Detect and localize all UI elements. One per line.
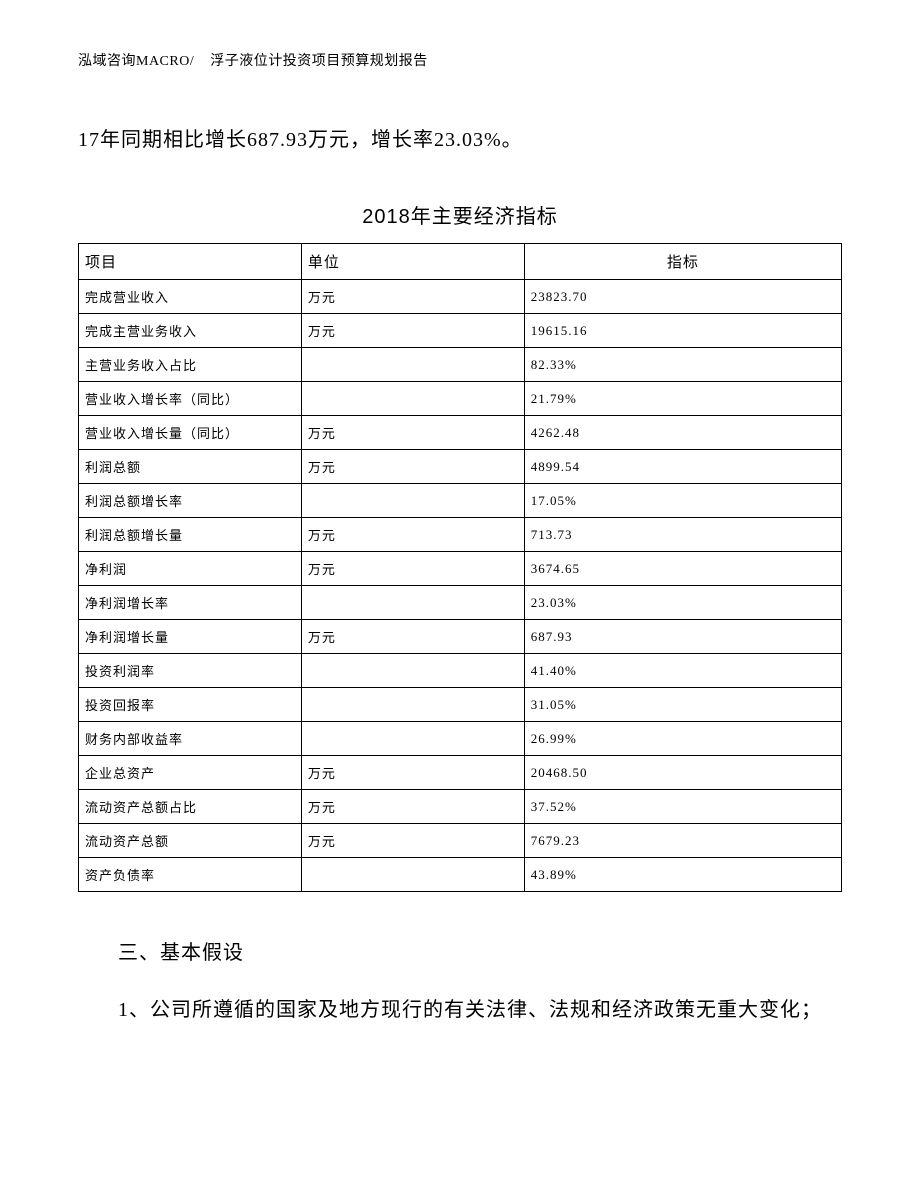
cell-item: 营业收入增长率（同比） <box>79 382 302 416</box>
table-header-row: 项目 单位 指标 <box>79 244 842 280</box>
col-header-item: 项目 <box>79 244 302 280</box>
table-title: 2018年主要经济指标 <box>78 200 842 229</box>
cell-unit: 万元 <box>301 790 524 824</box>
table-row: 净利润万元3674.65 <box>79 552 842 586</box>
cell-item: 利润总额增长量 <box>79 518 302 552</box>
table-row: 净利润增长量万元687.93 <box>79 620 842 654</box>
cell-value: 20468.50 <box>524 756 841 790</box>
table-row: 营业收入增长量（同比）万元4262.48 <box>79 416 842 450</box>
cell-unit <box>301 858 524 892</box>
cell-value: 82.33% <box>524 348 841 382</box>
cell-unit <box>301 382 524 416</box>
cell-value: 687.93 <box>524 620 841 654</box>
table-row: 投资利润率 41.40% <box>79 654 842 688</box>
cell-item: 完成营业收入 <box>79 280 302 314</box>
cell-value: 31.05% <box>524 688 841 722</box>
cell-unit: 万元 <box>301 518 524 552</box>
cell-item: 净利润 <box>79 552 302 586</box>
cell-item: 财务内部收益率 <box>79 722 302 756</box>
cell-item: 净利润增长量 <box>79 620 302 654</box>
cell-value: 41.40% <box>524 654 841 688</box>
document-page: 泓域咨询MACRO/ 浮子液位计投资项目预算规划报告 17年同期相比增长687.… <box>0 0 920 1033</box>
cell-value: 37.52% <box>524 790 841 824</box>
cell-unit: 万元 <box>301 756 524 790</box>
assumption-paragraph-1: 1、公司所遵循的国家及地方现行的有关法律、法规和经济政策无重大变化； <box>78 987 842 1033</box>
cell-unit <box>301 586 524 620</box>
col-header-unit: 单位 <box>301 244 524 280</box>
col-header-value: 指标 <box>524 244 841 280</box>
cell-item: 资产负债率 <box>79 858 302 892</box>
cell-unit <box>301 722 524 756</box>
table-row: 流动资产总额万元7679.23 <box>79 824 842 858</box>
table-row: 利润总额增长量万元713.73 <box>79 518 842 552</box>
top-paragraph: 17年同期相比增长687.93万元，增长率23.03%。 <box>78 120 842 160</box>
page-header: 泓域咨询MACRO/ 浮子液位计投资项目预算规划报告 <box>78 50 842 70</box>
cell-item: 主营业务收入占比 <box>79 348 302 382</box>
cell-unit <box>301 654 524 688</box>
table-row: 企业总资产万元20468.50 <box>79 756 842 790</box>
table-row: 完成营业收入万元23823.70 <box>79 280 842 314</box>
cell-value: 713.73 <box>524 518 841 552</box>
table-row: 资产负债率 43.89% <box>79 858 842 892</box>
cell-item: 流动资产总额占比 <box>79 790 302 824</box>
section-heading: 三、基本假设 <box>78 936 842 965</box>
cell-value: 7679.23 <box>524 824 841 858</box>
cell-unit: 万元 <box>301 552 524 586</box>
table-row: 完成主营业务收入万元19615.16 <box>79 314 842 348</box>
cell-unit <box>301 688 524 722</box>
table-row: 投资回报率 31.05% <box>79 688 842 722</box>
cell-item: 完成主营业务收入 <box>79 314 302 348</box>
header-title: 浮子液位计投资项目预算规划报告 <box>210 54 428 69</box>
cell-item: 投资利润率 <box>79 654 302 688</box>
table-row: 利润总额增长率 17.05% <box>79 484 842 518</box>
cell-unit: 万元 <box>301 280 524 314</box>
cell-value: 4262.48 <box>524 416 841 450</box>
cell-item: 净利润增长率 <box>79 586 302 620</box>
header-company: 泓域咨询MACRO/ <box>78 54 194 69</box>
cell-value: 19615.16 <box>524 314 841 348</box>
cell-unit: 万元 <box>301 620 524 654</box>
cell-value: 26.99% <box>524 722 841 756</box>
cell-value: 3674.65 <box>524 552 841 586</box>
cell-unit: 万元 <box>301 314 524 348</box>
cell-item: 流动资产总额 <box>79 824 302 858</box>
cell-item: 投资回报率 <box>79 688 302 722</box>
cell-value: 4899.54 <box>524 450 841 484</box>
cell-value: 21.79% <box>524 382 841 416</box>
table-row: 利润总额万元4899.54 <box>79 450 842 484</box>
cell-unit <box>301 348 524 382</box>
cell-unit: 万元 <box>301 450 524 484</box>
table-row: 净利润增长率 23.03% <box>79 586 842 620</box>
cell-item: 营业收入增长量（同比） <box>79 416 302 450</box>
cell-unit <box>301 484 524 518</box>
table-row: 流动资产总额占比万元37.52% <box>79 790 842 824</box>
cell-item: 企业总资产 <box>79 756 302 790</box>
table-row: 营业收入增长率（同比） 21.79% <box>79 382 842 416</box>
cell-value: 17.05% <box>524 484 841 518</box>
cell-unit: 万元 <box>301 824 524 858</box>
cell-value: 23.03% <box>524 586 841 620</box>
cell-item: 利润总额增长率 <box>79 484 302 518</box>
econ-indicators-table: 项目 单位 指标 完成营业收入万元23823.70完成主营业务收入万元19615… <box>78 243 842 892</box>
cell-item: 利润总额 <box>79 450 302 484</box>
cell-unit: 万元 <box>301 416 524 450</box>
table-row: 财务内部收益率 26.99% <box>79 722 842 756</box>
cell-value: 23823.70 <box>524 280 841 314</box>
cell-value: 43.89% <box>524 858 841 892</box>
table-row: 主营业务收入占比 82.33% <box>79 348 842 382</box>
